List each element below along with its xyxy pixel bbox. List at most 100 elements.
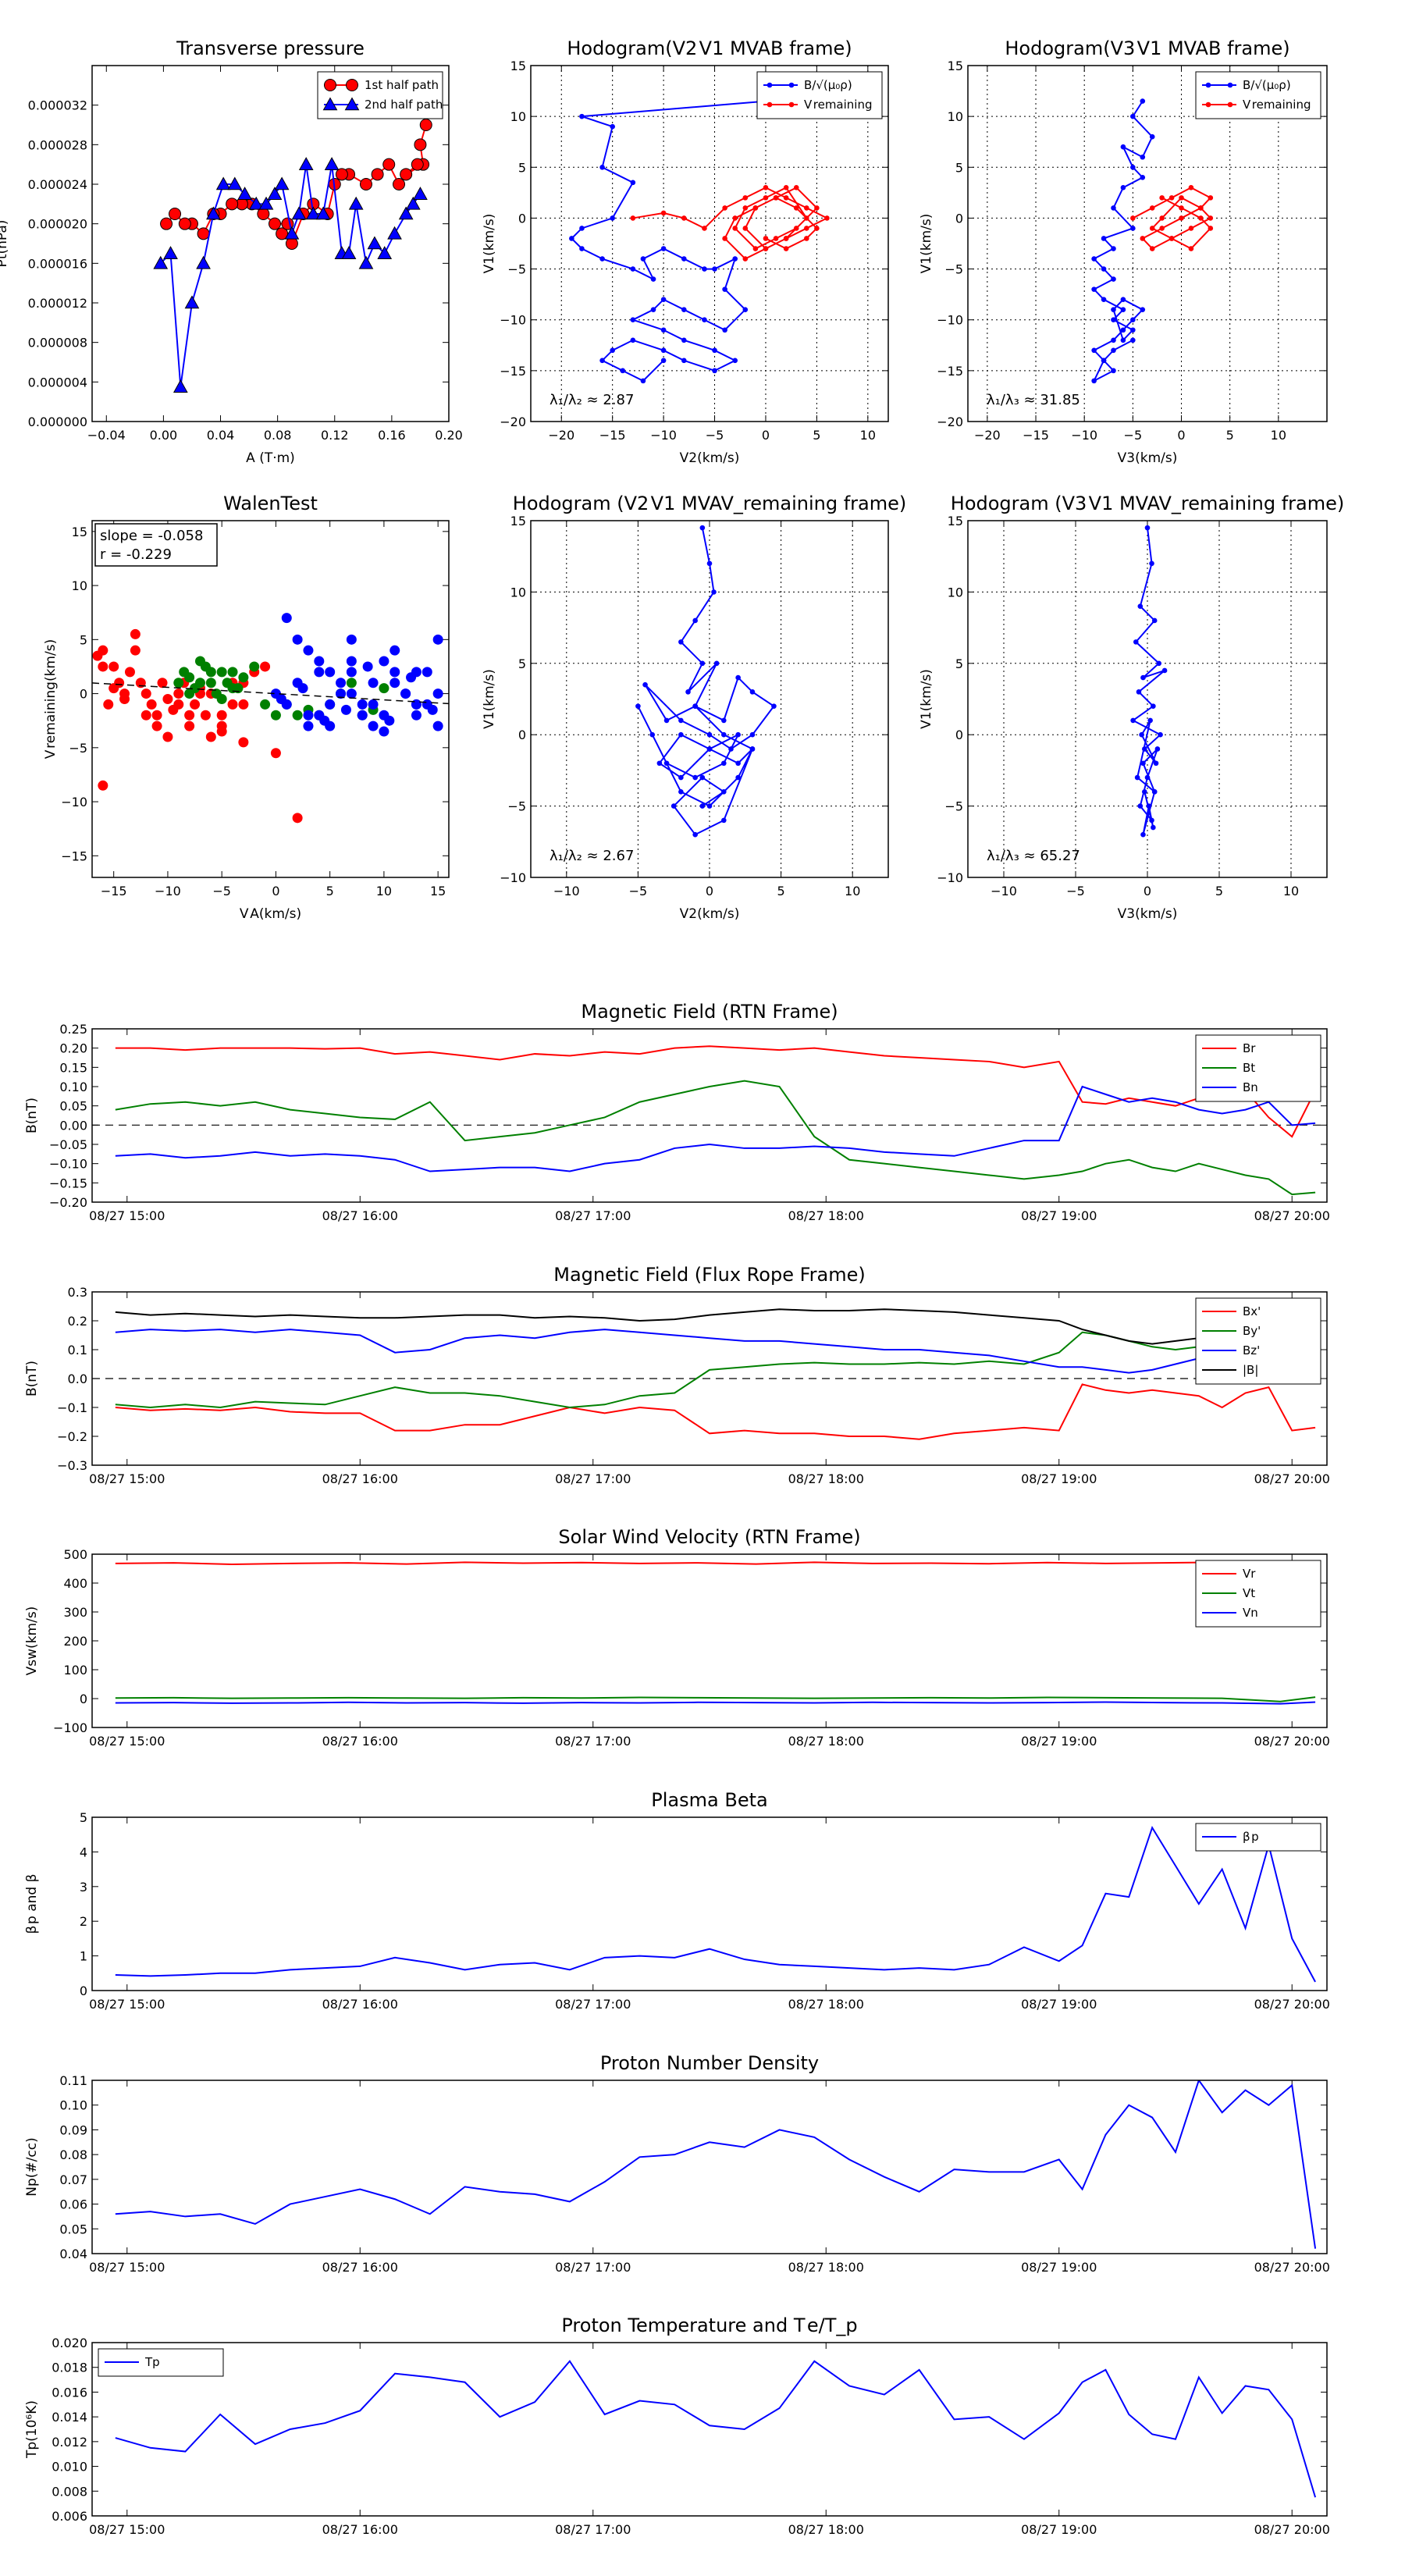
data-point <box>305 206 321 220</box>
data-point <box>752 246 759 251</box>
data-point <box>1130 113 1136 119</box>
x-tick-label: 08/27 15:00 <box>89 1471 165 1486</box>
data-point <box>579 246 585 251</box>
data-point <box>712 368 717 374</box>
x-tick-label: 08/27 17:00 <box>555 1208 631 1223</box>
data-point <box>732 215 738 221</box>
data-point <box>1130 164 1136 170</box>
x-tick-label: 0 <box>706 884 713 898</box>
data-point <box>735 760 741 767</box>
data-point <box>357 710 368 720</box>
x-tick-label: −5 <box>629 884 648 898</box>
y-tick-label: 15 <box>510 514 526 528</box>
y-tick-label: 0 <box>80 1692 87 1706</box>
plot-area <box>115 1308 1316 1440</box>
data-point <box>411 699 422 710</box>
data-point <box>359 178 372 190</box>
data-point <box>325 699 336 710</box>
data-point <box>205 667 216 678</box>
data-point <box>348 196 364 210</box>
series-tp-line <box>115 2360 1317 2498</box>
x-tick-label: −10 <box>650 428 677 443</box>
y-tick-label: 10 <box>948 585 963 600</box>
x-tick-label: 08/27 20:00 <box>1254 1208 1330 1223</box>
data-point <box>200 710 211 720</box>
series-br-line <box>115 1045 1316 1138</box>
data-point <box>405 196 421 210</box>
data-point <box>742 256 749 262</box>
y-tick-label: −0.3 <box>57 1458 87 1473</box>
data-point <box>706 731 713 738</box>
data-point <box>274 176 290 190</box>
y-tick-label: 5 <box>955 656 963 671</box>
x-axis-label: V2(km/s) <box>680 450 740 466</box>
data-point <box>432 634 443 645</box>
data-point <box>610 215 615 221</box>
y-axis-label: B(nT) <box>24 1361 40 1397</box>
x-tick-label: 0.12 <box>321 428 349 443</box>
data-point <box>319 715 330 726</box>
data-point <box>692 703 698 709</box>
legend-marker <box>322 97 338 111</box>
y-tick-label: 5 <box>518 656 526 671</box>
y-axis-label: V1(km/s) <box>919 669 934 729</box>
series-vn-line <box>115 1701 1316 1705</box>
y-axis-label: V1(km/s) <box>919 214 934 274</box>
y-tick-label: −10 <box>61 795 87 809</box>
x-tick-label: 08/27 20:00 <box>1254 2522 1330 2537</box>
data-point <box>722 286 727 292</box>
y-tick-label: 300 <box>63 1605 87 1620</box>
data-point <box>793 226 799 231</box>
data-point <box>763 246 769 251</box>
data-point <box>824 215 830 221</box>
panel-6: Hodogram (V3 V1 MVAV_remaining frame) −10… <box>919 493 1344 922</box>
data-point <box>173 688 184 699</box>
x-tick-label: 08/27 20:00 <box>1254 1734 1330 1749</box>
y-tick-label: 0 <box>80 687 87 702</box>
data-point <box>783 185 789 190</box>
data-point <box>1120 337 1126 343</box>
legend-box <box>317 71 443 119</box>
y-axis-label: Tp(10⁶K) <box>24 2400 40 2459</box>
legend-label: B/√(μ₀ρ) <box>1243 78 1291 92</box>
axes-frame <box>91 1553 1328 1728</box>
data-point <box>660 358 667 364</box>
data-point <box>1151 789 1158 795</box>
data-point <box>103 699 114 710</box>
data-point <box>814 226 820 231</box>
data-point <box>413 187 428 200</box>
y-tick-label: −0.1 <box>57 1400 87 1415</box>
data-point <box>649 731 656 738</box>
data-point <box>752 205 759 211</box>
data-point <box>681 358 687 364</box>
data-point <box>1144 525 1151 531</box>
legend-label: Tp <box>144 2355 160 2369</box>
data-point <box>749 689 756 695</box>
data-point <box>771 703 777 709</box>
y-tick-label: −5 <box>944 262 963 277</box>
x-tick-label: 5 <box>777 884 785 898</box>
data-point <box>1111 307 1116 312</box>
data-point <box>371 168 384 181</box>
data-point <box>702 317 707 323</box>
data-point <box>1120 307 1126 312</box>
data-point <box>1149 226 1155 231</box>
x-tick-label: 5 <box>813 428 820 443</box>
y-tick-label: 0 <box>80 1984 87 1998</box>
data-point <box>1137 803 1144 809</box>
data-point <box>1120 327 1126 333</box>
x-tick-label: −5 <box>1066 884 1085 898</box>
panel-10: Plasma Beta 08/27 15:00 08/27 16:00 08/27 1… <box>24 1789 1330 2012</box>
data-point <box>432 720 443 731</box>
panel-title: Solar Wind Velocity (RTN Frame) <box>558 1526 860 1548</box>
data-point <box>98 780 108 791</box>
y-tick-label: −5 <box>507 799 526 814</box>
x-tick-label: 08/27 19:00 <box>1021 1471 1097 1486</box>
series--p-line <box>115 1825 1316 1983</box>
data-point <box>1147 717 1153 724</box>
data-point <box>706 746 713 752</box>
data-point <box>579 226 585 231</box>
y-axis-label: V1(km/s) <box>482 669 497 729</box>
data-point <box>721 731 727 738</box>
